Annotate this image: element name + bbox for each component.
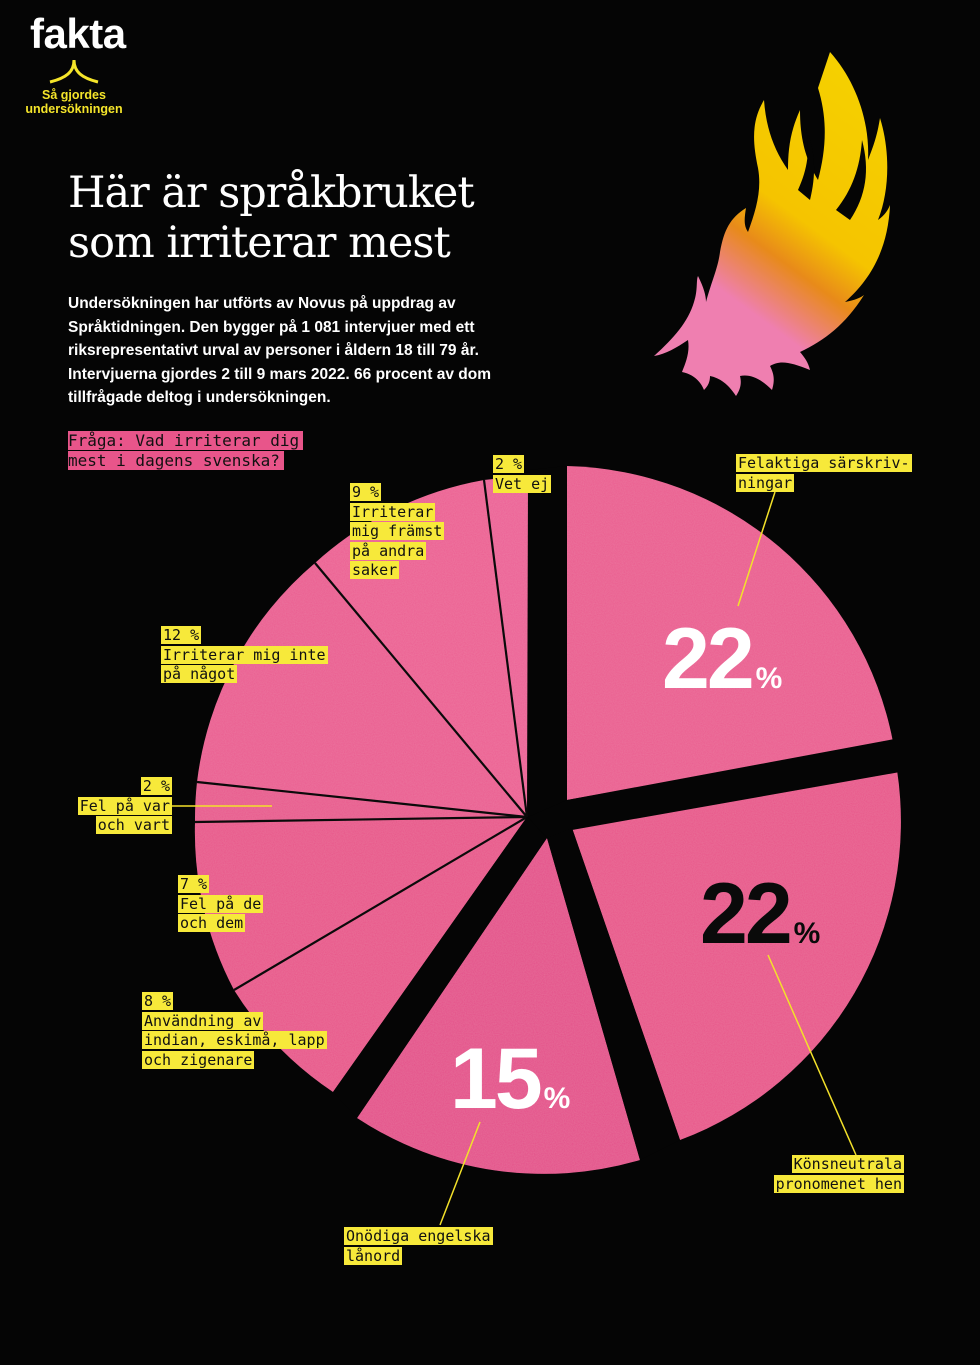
value-number: 22 (662, 611, 755, 707)
label-percent: 7 % (178, 875, 210, 893)
label-inte: 12 % Irriterar mig inte på något (161, 626, 328, 685)
label-line: Irriterar (350, 502, 436, 521)
slice-anvandning (234, 817, 527, 1092)
slice-onodiga (357, 838, 640, 1174)
label-line: på andra (350, 541, 427, 560)
label-onodiga: Onödiga engelska lånord (344, 1227, 493, 1266)
label-percent: 12 % (161, 626, 202, 644)
value-percent: % (793, 917, 821, 950)
label-line: Fel på de (178, 894, 264, 913)
value-felaktiga: 22% (662, 610, 782, 709)
label-line: Användning av (142, 1011, 264, 1030)
label-percent: 8 % (142, 992, 174, 1010)
logo-arc-icon (49, 59, 99, 84)
title-line1: Här är språkbruket (68, 168, 475, 218)
label-line: mig främst (350, 522, 445, 540)
value-percent: % (755, 662, 783, 695)
slice-konsneutrala (572, 770, 901, 1140)
label-anvandning: 8 % Användning av indian, eskimå, lapp o… (142, 992, 327, 1070)
label-line: och zigenare (142, 1050, 255, 1069)
value-percent: % (543, 1082, 571, 1115)
label-line: Könsneutrala (791, 1155, 904, 1173)
fakta-logo: fakta (30, 10, 126, 57)
label-felvar: 2 % Fel på var och vart (66, 777, 172, 836)
value-number: 22 (700, 866, 793, 962)
slice-felvar (194, 782, 527, 822)
question-line1: Fråga: Vad irriterar dig (68, 431, 304, 450)
question-line2: mest i dagens svenska? (68, 451, 284, 470)
label-line: lånord (344, 1246, 403, 1265)
label-andra: 9 % Irriterar mig främst på andra saker (350, 483, 445, 581)
label-line: Fel på var (77, 796, 172, 815)
label-konsneutrala: Könsneutrala pronomenet hen (752, 1155, 904, 1194)
label-line: indian, eskimå, lapp (142, 1031, 327, 1049)
value-konsneutrala: 22% (700, 865, 820, 964)
question-label: Fråga: Vad irriterar dig mest i dagens s… (68, 431, 304, 471)
slice-felaktiga (567, 466, 893, 800)
slice-feldedem (194, 817, 528, 990)
value-number: 15 (450, 1031, 543, 1127)
label-line: och dem (178, 914, 246, 932)
value-onodiga: 15% (450, 1030, 570, 1129)
label-percent: 9 % (350, 483, 382, 501)
intro-text: Undersökningen har utförts av Novus på u… (68, 295, 491, 406)
label-line: Irriterar mig inte (161, 645, 328, 664)
label-line: på något (161, 665, 238, 683)
logo-subtitle-line2: undersökningen (25, 102, 123, 116)
label-vetej: 2 % Vet ej (493, 455, 552, 494)
label-percent: 2 % (140, 777, 172, 795)
label-feldedem: 7 % Fel på de och dem (178, 875, 264, 934)
label-line: Felaktiga särskriv- (736, 454, 912, 472)
page-title: Här är språkbruket som irriterar mest (68, 168, 475, 268)
label-felaktiga: Felaktiga särskriv- ningar (736, 454, 912, 493)
title-line2: som irriterar mest (68, 218, 451, 268)
logo-subtitle: Så gjordes undersökningen (14, 88, 134, 116)
label-percent: 2 % (493, 455, 525, 473)
label-line: saker (350, 561, 400, 579)
label-line: Onödiga engelska (344, 1227, 493, 1245)
slice-inte (197, 563, 527, 817)
flame-icon (654, 52, 890, 396)
label-line: och vart (95, 816, 172, 834)
logo-subtitle-line1: Så gjordes (42, 88, 106, 102)
label-line: Vet ej (493, 474, 552, 493)
label-line: ningar (736, 473, 795, 492)
label-line: pronomenet hen (773, 1174, 904, 1193)
